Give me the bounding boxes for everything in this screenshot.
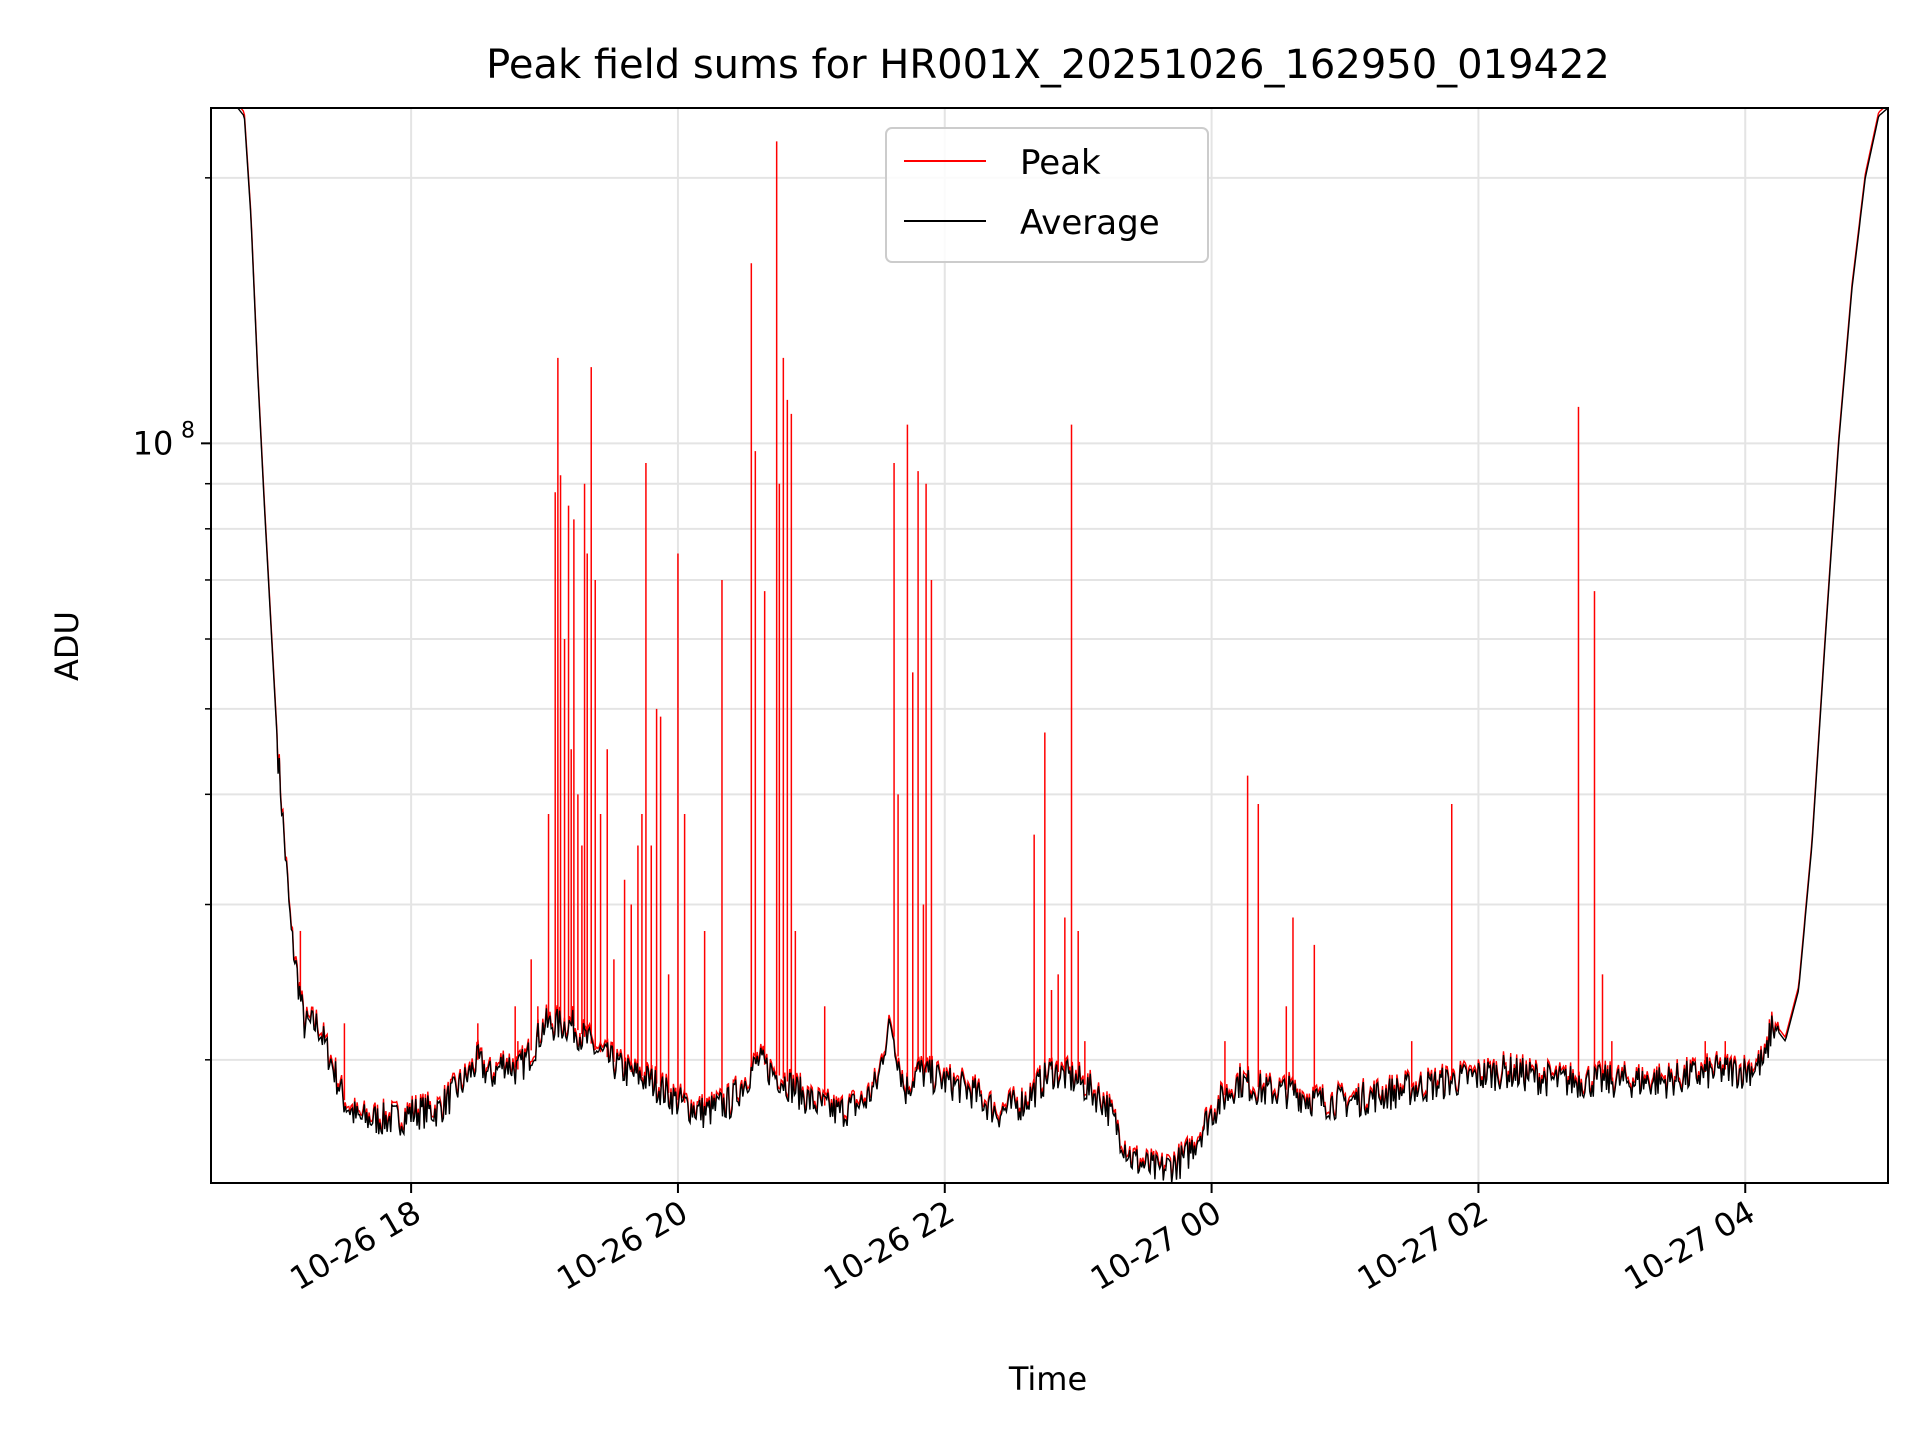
legend-label-peak: Peak bbox=[1020, 143, 1101, 183]
x-axis-label: Time bbox=[1008, 1360, 1087, 1398]
grid bbox=[211, 108, 1888, 1183]
legend: Peak Average bbox=[885, 127, 1209, 263]
chart-title: Peak field sums for HR001X_20251026_1629… bbox=[486, 42, 1610, 88]
y-tick-label-exponent: 8 bbox=[181, 418, 195, 443]
legend-label-average: Average bbox=[1020, 203, 1160, 243]
plot-frame bbox=[210, 107, 1889, 1184]
average-line bbox=[211, 108, 1888, 1183]
plot-series bbox=[211, 108, 1888, 1183]
y-tick-label: 10 bbox=[133, 424, 174, 462]
y-axis-label: ADU bbox=[48, 611, 86, 681]
